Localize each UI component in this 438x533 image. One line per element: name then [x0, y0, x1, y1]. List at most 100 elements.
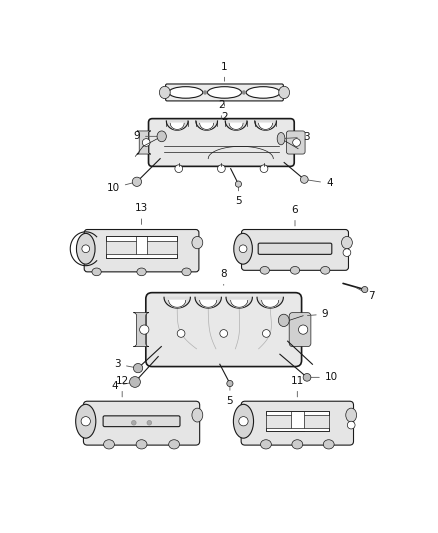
Ellipse shape [175, 165, 183, 173]
Ellipse shape [279, 86, 290, 99]
Ellipse shape [278, 314, 289, 327]
Ellipse shape [136, 440, 147, 449]
Ellipse shape [293, 139, 300, 147]
Ellipse shape [239, 417, 248, 426]
Text: 3: 3 [114, 359, 135, 369]
FancyBboxPatch shape [84, 230, 199, 272]
Ellipse shape [260, 266, 269, 274]
Ellipse shape [192, 237, 203, 249]
Text: 7: 7 [357, 288, 374, 301]
Ellipse shape [239, 245, 247, 253]
Ellipse shape [77, 233, 95, 264]
FancyBboxPatch shape [148, 119, 294, 166]
Polygon shape [200, 123, 214, 130]
Polygon shape [257, 297, 283, 308]
Ellipse shape [203, 91, 207, 94]
Polygon shape [196, 121, 218, 130]
Text: 10: 10 [311, 373, 338, 382]
FancyBboxPatch shape [166, 84, 283, 101]
Ellipse shape [147, 421, 152, 425]
Ellipse shape [233, 405, 254, 438]
Ellipse shape [182, 268, 191, 276]
Ellipse shape [298, 325, 308, 334]
FancyBboxPatch shape [286, 131, 305, 154]
Ellipse shape [142, 139, 150, 147]
FancyBboxPatch shape [289, 313, 311, 346]
Text: 1: 1 [221, 62, 228, 81]
Ellipse shape [177, 329, 185, 337]
Text: 11: 11 [291, 376, 304, 397]
Ellipse shape [220, 329, 228, 337]
Bar [291, 411, 304, 431]
Ellipse shape [343, 249, 351, 256]
Ellipse shape [347, 421, 355, 429]
Text: 9: 9 [307, 309, 328, 319]
Bar [266, 411, 328, 415]
Text: 5: 5 [226, 386, 233, 406]
Polygon shape [255, 121, 276, 130]
Text: 9: 9 [134, 131, 159, 141]
Ellipse shape [346, 408, 357, 422]
Ellipse shape [131, 421, 136, 425]
Ellipse shape [140, 325, 149, 334]
Ellipse shape [260, 165, 268, 173]
Bar [266, 427, 328, 431]
Ellipse shape [81, 417, 90, 426]
Ellipse shape [169, 87, 203, 98]
Polygon shape [225, 121, 247, 130]
Ellipse shape [292, 440, 303, 449]
Ellipse shape [235, 181, 241, 187]
Ellipse shape [208, 87, 241, 98]
Polygon shape [229, 123, 243, 130]
Ellipse shape [134, 364, 143, 373]
Ellipse shape [234, 233, 252, 264]
FancyBboxPatch shape [134, 313, 149, 346]
Bar [106, 236, 177, 258]
Text: 6: 6 [292, 205, 298, 226]
Ellipse shape [137, 268, 146, 276]
Text: 2: 2 [221, 104, 228, 122]
Ellipse shape [262, 329, 270, 337]
Ellipse shape [300, 175, 308, 183]
Text: 8: 8 [220, 269, 227, 285]
Polygon shape [231, 301, 248, 308]
FancyBboxPatch shape [103, 416, 180, 426]
FancyBboxPatch shape [146, 293, 302, 367]
Text: 13: 13 [135, 204, 148, 224]
FancyBboxPatch shape [258, 243, 332, 254]
Ellipse shape [130, 377, 141, 387]
Ellipse shape [218, 165, 225, 173]
Polygon shape [169, 301, 186, 308]
Text: 4: 4 [307, 179, 332, 188]
Ellipse shape [92, 268, 101, 276]
Ellipse shape [290, 266, 300, 274]
Ellipse shape [342, 237, 352, 249]
Ellipse shape [132, 177, 141, 187]
Ellipse shape [261, 440, 272, 449]
Polygon shape [200, 301, 217, 308]
Ellipse shape [277, 133, 285, 145]
FancyBboxPatch shape [241, 401, 353, 445]
Ellipse shape [103, 440, 114, 449]
Ellipse shape [362, 287, 368, 293]
Text: 3: 3 [284, 132, 309, 142]
Ellipse shape [303, 374, 311, 381]
Polygon shape [164, 297, 191, 308]
Ellipse shape [169, 440, 180, 449]
FancyBboxPatch shape [137, 131, 151, 154]
FancyBboxPatch shape [83, 401, 200, 445]
FancyBboxPatch shape [241, 230, 349, 270]
Text: 2: 2 [218, 100, 225, 118]
Ellipse shape [323, 440, 334, 449]
Text: 5: 5 [235, 187, 242, 206]
Bar [106, 254, 177, 258]
Ellipse shape [82, 245, 90, 253]
Polygon shape [226, 297, 252, 308]
Ellipse shape [76, 405, 96, 438]
Polygon shape [195, 297, 221, 308]
Ellipse shape [159, 86, 170, 99]
Polygon shape [170, 123, 184, 130]
Ellipse shape [321, 266, 330, 274]
Ellipse shape [192, 408, 203, 422]
Bar [136, 236, 147, 258]
